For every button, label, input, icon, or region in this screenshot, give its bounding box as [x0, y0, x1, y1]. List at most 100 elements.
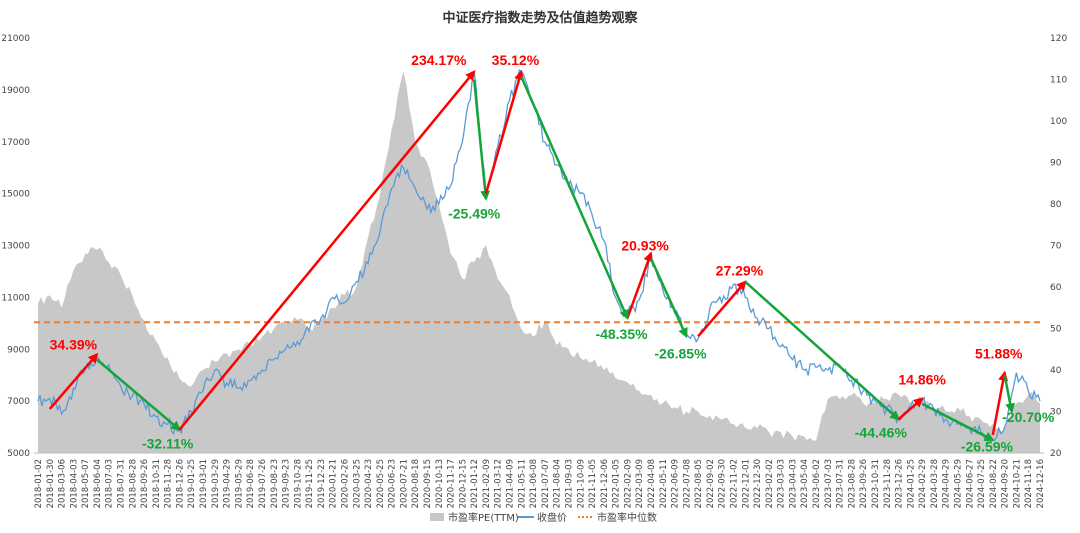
x-tick-label: 2024-08-22 — [989, 459, 999, 508]
trend-arrow — [178, 70, 476, 431]
x-tick-label: 2021-03-12 — [494, 459, 504, 508]
y-right-tick: 30 — [1050, 408, 1062, 418]
x-tick-label: 2024-07-25 — [977, 459, 987, 508]
trend-label: -20.70% — [1002, 409, 1055, 425]
trend-label: -26.85% — [654, 345, 707, 361]
x-tick-label: 2021-08-04 — [553, 459, 563, 508]
x-tick-label: 2024-05-29 — [953, 459, 963, 508]
x-tick-label: 2019-05-29 — [234, 459, 244, 508]
y-right-tick: 90 — [1050, 159, 1062, 169]
x-tick-label: 2019-08-23 — [270, 459, 280, 508]
x-tick-label: 2023-06-02 — [812, 459, 822, 508]
x-tick-label: 2020-06-23 — [388, 459, 398, 508]
trend-label: -48.35% — [595, 326, 648, 342]
x-tick-label: 2022-09-30 — [718, 459, 728, 508]
x-tick-label: 2024-10-21 — [1012, 459, 1022, 508]
x-tick-label: 2021-10-09 — [576, 459, 586, 508]
x-tick-label: 2018-11-28 — [164, 459, 174, 508]
y-left-tick: 5000 — [7, 449, 30, 459]
x-tick-label: 2023-11-28 — [883, 459, 893, 508]
trend-arrow — [96, 358, 181, 431]
trend-arrow — [48, 352, 99, 410]
x-tick-label: 2023-10-31 — [871, 459, 881, 508]
x-tick-label: 2020-03-25 — [352, 459, 362, 508]
trend-arrow — [484, 69, 524, 194]
x-tick-label: 2018-06-04 — [93, 459, 103, 508]
y-right-tick: 70 — [1050, 242, 1062, 252]
x-tick-label: 2021-09-03 — [564, 459, 574, 508]
y-left-tick: 19000 — [1, 86, 30, 96]
x-tick-label: 2019-03-01 — [199, 459, 209, 508]
x-tick-label: 2020-01-21 — [329, 459, 339, 508]
y-left-tick: 15000 — [1, 190, 30, 200]
y-right-tick: 50 — [1050, 325, 1062, 335]
x-tick-label: 2022-04-08 — [647, 459, 657, 508]
price-line — [37, 68, 1041, 444]
trend-arrow — [991, 370, 1009, 436]
x-tick-label: 2024-01-25 — [906, 459, 916, 508]
x-tick-label: 2021-06-08 — [529, 459, 539, 508]
x-tick-label: 2022-12-01 — [741, 459, 751, 508]
trend-label: 35.12% — [492, 52, 540, 68]
x-tick-label: 2019-10-28 — [293, 459, 303, 508]
x-tick-label: 2018-09-26 — [140, 459, 150, 508]
legend-price-label: 收盘价 — [537, 511, 567, 524]
x-tick-label: 2018-08-28 — [128, 459, 138, 508]
pe-area — [38, 71, 1040, 453]
x-tick-label: 2018-01-30 — [46, 459, 56, 508]
x-tick-label: 2022-05-11 — [659, 459, 669, 508]
x-tick-label: 2020-07-21 — [399, 459, 409, 508]
x-tick-label: 2020-04-23 — [364, 459, 374, 508]
x-tick-label: 2021-07-07 — [541, 459, 551, 508]
y-left-tick: 9000 — [7, 345, 30, 355]
x-tick-label: 2018-05-07 — [81, 459, 91, 508]
y-right-tick: 40 — [1050, 366, 1062, 376]
y-right-tick: 60 — [1050, 283, 1062, 293]
x-tick-label: 2023-12-26 — [895, 459, 905, 508]
y-left-tick: 11000 — [1, 293, 30, 303]
x-tick-label: 2018-01-02 — [34, 459, 44, 508]
trend-label: 51.88% — [975, 345, 1023, 361]
x-tick-label: 2022-07-08 — [682, 459, 692, 508]
trend-arrow — [472, 79, 491, 201]
x-tick-label: 2018-07-03 — [105, 459, 115, 508]
x-tick-label: 2023-08-28 — [847, 459, 857, 508]
trend-arrow — [626, 251, 653, 319]
trend-label: 234.17% — [411, 52, 467, 68]
x-tick-label: 2022-06-09 — [671, 459, 681, 508]
x-tick-label: 2018-07-31 — [117, 459, 127, 508]
y-left-tick: 7000 — [7, 397, 30, 407]
x-tick-label: 2020-10-13 — [435, 459, 445, 508]
x-tick-label: 2019-01-25 — [187, 459, 197, 508]
y-left-tick: 13000 — [1, 242, 30, 252]
y-left-tick: 21000 — [1, 34, 30, 44]
x-tick-label: 2019-06-28 — [246, 459, 256, 508]
x-tick-label: 2023-07-31 — [836, 459, 846, 508]
x-tick-label: 2021-11-05 — [588, 459, 598, 508]
x-tick-label: 2021-02-09 — [482, 459, 492, 508]
x-tick-label: 2019-12-23 — [317, 459, 327, 508]
y-right-tick: 120 — [1050, 34, 1067, 44]
x-tick-label: 2024-03-28 — [930, 459, 940, 508]
chart-title: 中证医疗指数走势及估值趋势观察 — [442, 10, 638, 26]
trend-label: -25.49% — [448, 205, 501, 221]
x-tick-label: 2021-12-06 — [600, 459, 610, 508]
y-left-tick: 17000 — [1, 138, 30, 148]
x-tick-label: 2023-05-04 — [800, 459, 810, 508]
y-right-tick: 80 — [1050, 200, 1062, 210]
x-tick-label: 2024-09-20 — [1001, 459, 1011, 508]
trend-label: -32.11% — [142, 435, 194, 451]
trend-arrow — [649, 257, 688, 339]
x-tick-label: 2018-03-06 — [58, 459, 68, 508]
trend-arrow — [897, 397, 924, 421]
x-tick-label: 2024-11-18 — [1024, 459, 1034, 508]
trend-arrow — [921, 402, 995, 442]
x-tick-label: 2022-08-05 — [694, 459, 704, 508]
legend-pe-swatch — [430, 513, 444, 521]
x-tick-label: 2019-11-25 — [305, 459, 315, 508]
x-tick-label: 2022-11-02 — [730, 459, 740, 508]
trend-label: -44.46% — [855, 424, 908, 440]
x-tick-label: 2020-08-18 — [411, 459, 421, 508]
x-tick-label: 2022-12-30 — [753, 459, 763, 508]
legend-median-label: 市盈率中位数 — [597, 511, 657, 524]
